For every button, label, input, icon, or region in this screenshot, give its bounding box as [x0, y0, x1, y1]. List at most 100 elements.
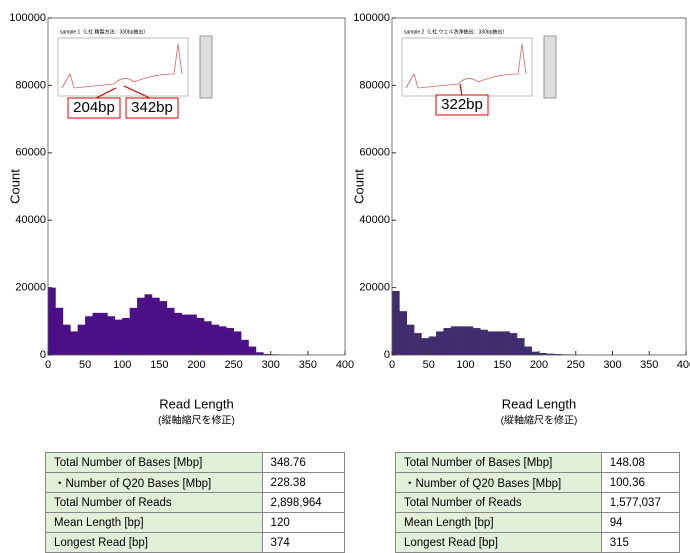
y-tick-label: 100000: [9, 12, 46, 24]
y-tick-label: 20000: [15, 282, 46, 294]
x-tick-label: 200: [530, 359, 548, 371]
bar: [392, 291, 400, 355]
stat-label: Total Number of Reads: [46, 493, 263, 513]
bar: [159, 301, 167, 355]
stat-label: Mean Length [bp]: [396, 513, 602, 533]
bar: [495, 331, 503, 355]
table-row: Mean Length [bp]120: [46, 513, 345, 533]
bar: [414, 333, 422, 355]
x-tick-label: 50: [79, 359, 91, 371]
y-axis-label: Count: [351, 169, 366, 204]
bar: [115, 320, 123, 355]
bar: [248, 347, 256, 355]
table-row: Longest Read [bp]315: [396, 533, 680, 553]
stat-label: Total Number of Reads: [396, 493, 602, 513]
bar: [480, 330, 488, 355]
bar: [466, 326, 474, 355]
bar: [429, 336, 437, 355]
annotation: 322bp: [441, 96, 483, 113]
stat-value: 374: [262, 533, 344, 553]
x-tick-label: 400: [336, 359, 354, 371]
x-tick-label: 100: [456, 359, 474, 371]
stat-value: 148.08: [601, 453, 679, 473]
stat-label: Mean Length [bp]: [46, 513, 263, 533]
bar: [167, 308, 175, 355]
bar: [502, 331, 510, 355]
x-axis-label: Read Length: [502, 396, 576, 411]
bar: [458, 326, 466, 355]
bar: [532, 352, 540, 355]
x-axis-label: Read Length: [159, 396, 233, 411]
stat-label: Longest Read [bp]: [46, 533, 263, 553]
bar: [510, 333, 518, 355]
bar: [93, 313, 101, 355]
x-axis-note: (縦軸縮尺を修正): [501, 414, 578, 427]
x-tick-label: 0: [389, 359, 395, 371]
bar: [189, 315, 197, 355]
bar: [55, 308, 63, 355]
annotation: 342bp: [131, 99, 173, 116]
bar: [451, 326, 459, 355]
bar: [488, 331, 496, 355]
bar: [204, 321, 212, 355]
bar: [407, 325, 415, 355]
stat-value: 228.38: [262, 473, 344, 493]
y-tick-label: 40000: [359, 214, 390, 226]
y-tick-label: 20000: [359, 282, 390, 294]
stat-label: Longest Read [bp]: [396, 533, 602, 553]
bar: [78, 325, 86, 355]
x-tick-label: 0: [45, 359, 51, 371]
stats-table: Total Number of Bases [Mbp]348.76・Number…: [45, 452, 345, 553]
y-tick-label: 80000: [15, 79, 46, 91]
inset-gel: [544, 36, 556, 98]
inset-title: sample 1（L社 精製方法：330bp抽出）: [60, 28, 148, 35]
bar: [226, 328, 234, 355]
x-tick-label: 150: [493, 359, 511, 371]
stat-value: 120: [262, 513, 344, 533]
x-tick-label: 350: [640, 359, 658, 371]
bar: [107, 316, 115, 355]
bar: [137, 298, 145, 355]
y-tick-label: 40000: [15, 214, 46, 226]
page: 0 20000 40000 60000 80000 100000 0 50 100 150 200 2…: [0, 0, 690, 549]
x-axis-note: (縦軸縮尺を修正): [158, 414, 235, 427]
bar: [182, 315, 190, 355]
x-tick-label: 100: [113, 359, 131, 371]
annotation: 204bp: [73, 99, 115, 116]
table-row: Mean Length [bp]94: [396, 513, 680, 533]
bar: [211, 325, 219, 355]
table-row: Total Number of Bases [Mbp]148.08: [396, 453, 680, 473]
table-row: ・Number of Q20 Bases [Mbp]228.38: [46, 473, 345, 493]
stat-value: 315: [601, 533, 679, 553]
stat-label: ・Number of Q20 Bases [Mbp]: [396, 473, 602, 493]
y-tick-label: 60000: [359, 147, 390, 159]
bar: [436, 331, 444, 355]
bar: [517, 338, 525, 355]
y-tick-label: 100000: [353, 12, 390, 24]
x-tick-label: 150: [150, 359, 168, 371]
y-tick-label: 60000: [15, 147, 46, 159]
bar: [234, 331, 242, 355]
bar: [241, 340, 249, 355]
bar: [421, 338, 429, 355]
bar: [70, 331, 78, 355]
x-tick-label: 250: [567, 359, 585, 371]
bar: [399, 311, 407, 355]
stat-value: 94: [601, 513, 679, 533]
stat-value: 348.76: [262, 453, 344, 473]
x-tick-label: 250: [224, 359, 242, 371]
bar: [100, 313, 108, 355]
x-tick-label: 350: [299, 359, 317, 371]
x-tick-label: 200: [187, 359, 205, 371]
stat-value: 1,577,037: [601, 493, 679, 513]
x-tick-label: 300: [262, 359, 280, 371]
stat-label: ・Number of Q20 Bases [Mbp]: [46, 473, 263, 493]
bar: [174, 313, 182, 355]
bar: [473, 328, 481, 355]
y-axis-label: Count: [7, 169, 22, 204]
x-tick-label: 400: [677, 359, 690, 371]
bar: [48, 288, 56, 355]
stat-label: Total Number of Bases [Mbp]: [46, 453, 263, 473]
stats-table: Total Number of Bases [Mbp]148.08・Number…: [395, 452, 680, 553]
